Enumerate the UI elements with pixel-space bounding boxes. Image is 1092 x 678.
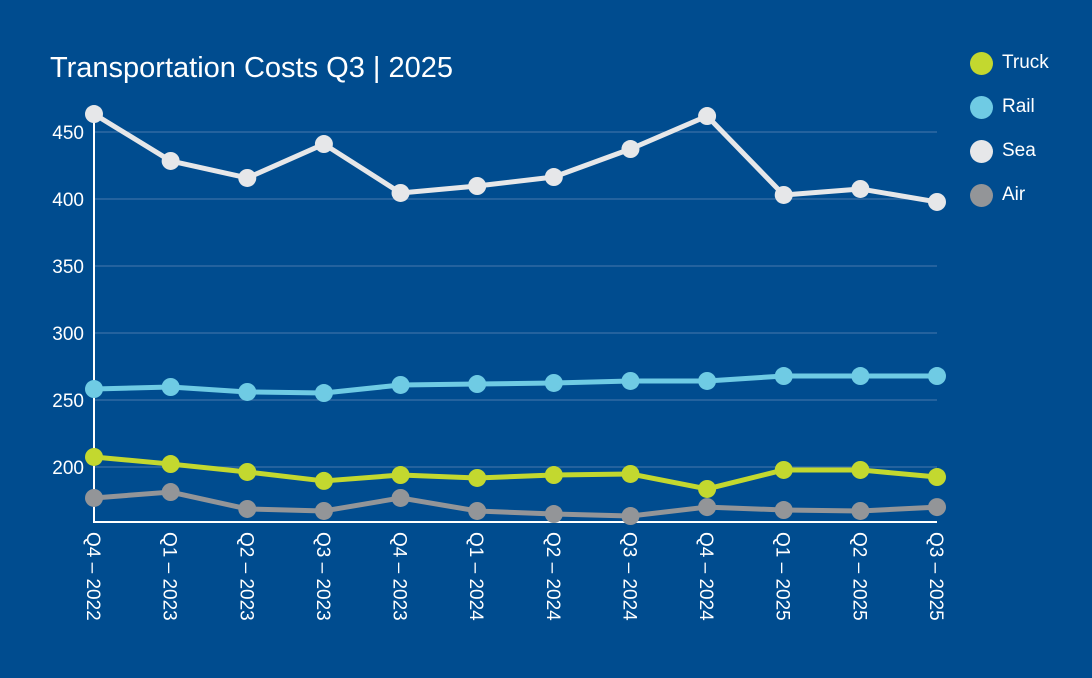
data-point-truck[interactable] bbox=[391, 466, 410, 485]
series-sea bbox=[85, 105, 946, 211]
data-point-rail[interactable] bbox=[621, 371, 640, 390]
data-point-sea[interactable] bbox=[544, 168, 563, 187]
series-line-rail bbox=[91, 373, 940, 396]
data-point-air[interactable] bbox=[238, 499, 257, 518]
x-tick-label: Q3 – 2024 bbox=[618, 532, 639, 621]
legend-label: Air bbox=[1002, 184, 1026, 205]
chart-title: Transportation Costs Q3 | 2025 bbox=[50, 52, 453, 84]
data-point-air[interactable] bbox=[774, 501, 793, 520]
x-tick-label: Q1 – 2025 bbox=[772, 532, 793, 621]
data-point-truck[interactable] bbox=[238, 462, 257, 481]
data-point-rail[interactable] bbox=[238, 382, 257, 401]
series-group bbox=[85, 105, 946, 526]
gridlines bbox=[94, 131, 937, 468]
legend-label: Rail bbox=[1002, 96, 1035, 117]
data-point-rail[interactable] bbox=[391, 375, 410, 394]
legend-swatch-icon bbox=[970, 51, 993, 75]
data-point-truck[interactable] bbox=[698, 479, 717, 498]
data-point-truck[interactable] bbox=[851, 460, 870, 479]
legend-swatch-icon bbox=[970, 183, 993, 207]
y-tick-label: 450 bbox=[52, 123, 84, 144]
legend-item-sea[interactable]: Sea bbox=[970, 139, 1049, 163]
x-tick-label: Q2 – 2025 bbox=[848, 532, 869, 621]
data-point-truck[interactable] bbox=[774, 460, 793, 479]
data-point-air[interactable] bbox=[928, 498, 946, 517]
data-point-sea[interactable] bbox=[851, 179, 870, 198]
data-point-sea[interactable] bbox=[238, 168, 257, 187]
data-point-rail[interactable] bbox=[851, 367, 870, 386]
data-point-rail[interactable] bbox=[698, 371, 717, 390]
data-point-air[interactable] bbox=[161, 483, 180, 502]
x-tick-label: Q1 – 2024 bbox=[465, 532, 486, 621]
x-tick-label: Q4 – 2023 bbox=[389, 532, 410, 621]
data-point-air[interactable] bbox=[544, 505, 563, 524]
legend-item-truck[interactable]: Truck bbox=[970, 51, 1049, 75]
data-point-air[interactable] bbox=[621, 507, 640, 526]
data-point-truck[interactable] bbox=[161, 455, 180, 474]
data-point-rail[interactable] bbox=[774, 367, 793, 386]
y-tick-label: 300 bbox=[52, 324, 84, 345]
x-tick-label: Q4 – 2022 bbox=[82, 532, 103, 621]
data-point-sea[interactable] bbox=[391, 183, 410, 202]
series-line-air bbox=[91, 489, 940, 519]
data-point-air[interactable] bbox=[851, 501, 870, 520]
data-point-sea[interactable] bbox=[468, 177, 487, 196]
data-point-truck[interactable] bbox=[621, 464, 640, 483]
data-point-truck[interactable] bbox=[468, 468, 487, 487]
legend-item-air[interactable]: Air bbox=[970, 183, 1049, 207]
data-point-air[interactable] bbox=[314, 501, 333, 520]
data-point-sea[interactable] bbox=[85, 105, 103, 124]
legend-swatch-icon bbox=[970, 139, 993, 163]
data-point-rail[interactable] bbox=[161, 378, 180, 397]
legend: Truck Rail Sea Air bbox=[970, 51, 1049, 227]
series-line-sea bbox=[91, 111, 940, 205]
data-point-sea[interactable] bbox=[621, 140, 640, 159]
series-truck bbox=[85, 447, 946, 498]
data-point-air[interactable] bbox=[468, 501, 487, 520]
y-tick-label: 250 bbox=[52, 391, 84, 412]
y-axis-ticks: 200 250 300 350 400 450 bbox=[52, 123, 84, 479]
x-tick-label: Q2 – 2024 bbox=[542, 532, 563, 621]
x-tick-label: Q3 – 2025 bbox=[925, 532, 946, 621]
legend-swatch-icon bbox=[970, 95, 993, 119]
data-point-truck[interactable] bbox=[544, 466, 563, 485]
data-point-truck[interactable] bbox=[85, 447, 103, 466]
legend-label: Truck bbox=[1002, 52, 1049, 73]
data-point-sea[interactable] bbox=[774, 185, 793, 204]
x-tick-label: Q1 – 2023 bbox=[159, 532, 180, 621]
y-tick-label: 400 bbox=[52, 190, 84, 211]
series-air bbox=[85, 483, 946, 526]
data-point-sea[interactable] bbox=[314, 135, 333, 154]
data-point-truck[interactable] bbox=[314, 471, 333, 490]
y-tick-label: 200 bbox=[52, 458, 84, 479]
data-point-sea[interactable] bbox=[161, 151, 180, 170]
legend-label: Sea bbox=[1002, 140, 1036, 161]
data-point-rail[interactable] bbox=[314, 384, 333, 403]
x-tick-label: Q3 – 2023 bbox=[312, 532, 333, 621]
data-point-rail[interactable] bbox=[544, 373, 563, 392]
data-point-rail[interactable] bbox=[928, 367, 946, 386]
data-point-rail[interactable] bbox=[85, 380, 103, 399]
data-point-air[interactable] bbox=[85, 488, 103, 507]
series-line-truck bbox=[91, 454, 940, 492]
y-tick-label: 350 bbox=[52, 257, 84, 278]
data-point-rail[interactable] bbox=[468, 375, 487, 394]
legend-item-rail[interactable]: Rail bbox=[970, 95, 1049, 119]
series-rail bbox=[85, 367, 946, 403]
x-axis-ticks: Q4 – 2022 Q1 – 2023 Q2 – 2023 Q3 – 2023 Q4 –… bbox=[82, 532, 946, 621]
x-tick-label: Q2 – 2023 bbox=[235, 532, 256, 621]
data-point-air[interactable] bbox=[698, 498, 717, 517]
x-tick-label: Q4 – 2024 bbox=[695, 532, 716, 621]
data-point-air[interactable] bbox=[391, 488, 410, 507]
data-point-truck[interactable] bbox=[928, 468, 946, 487]
data-point-sea[interactable] bbox=[928, 192, 946, 211]
data-point-sea[interactable] bbox=[698, 107, 717, 126]
